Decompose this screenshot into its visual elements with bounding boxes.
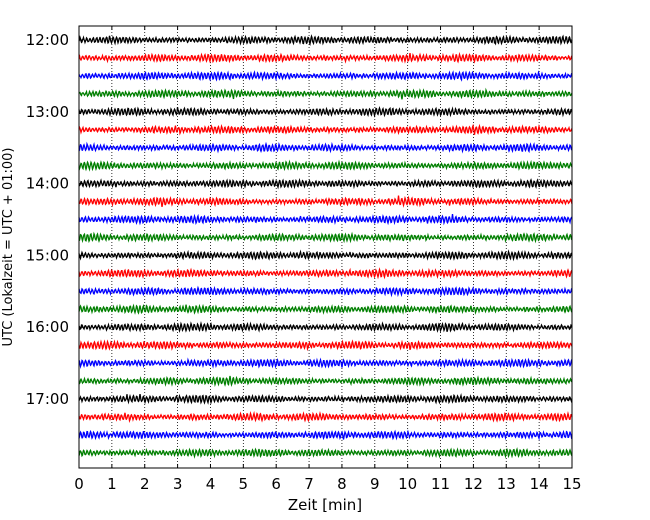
seismic-trace	[78, 213, 573, 226]
seismic-trace	[78, 393, 573, 405]
seismic-trace	[78, 429, 573, 441]
seismic-trace	[78, 159, 573, 172]
seismic-trace	[78, 357, 573, 369]
seismic-trace	[78, 106, 573, 118]
x-tick-label: 0	[74, 475, 84, 493]
x-tick-label: 11	[431, 475, 450, 493]
y-tick-label: 16:00	[26, 318, 69, 336]
plot-background	[79, 26, 572, 468]
seismic-trace	[78, 34, 573, 47]
seismic-trace	[78, 285, 573, 298]
x-tick-label: 10	[398, 475, 417, 493]
x-tick-label: 3	[173, 475, 183, 493]
y-axis-label: UTC (Lokalzeit = UTC + 01:00)	[1, 148, 16, 347]
seismic-trace	[78, 375, 573, 388]
y-tick-label: 12:00	[26, 31, 69, 49]
seismic-trace	[78, 231, 573, 244]
seismic-trace	[78, 447, 573, 459]
y-axis-ticks: 12:00 13:00 14:00 15:00 16:00 17:00	[26, 31, 572, 408]
x-tick-label: 4	[206, 475, 216, 493]
x-tick-label: 5	[239, 475, 249, 493]
x-tick-label: 1	[107, 475, 117, 493]
seismic-trace	[78, 410, 573, 423]
seismic-trace	[78, 123, 573, 136]
seismic-trace	[78, 51, 573, 64]
x-tick-label: 12	[464, 475, 483, 493]
seismic-traces	[78, 34, 573, 459]
seismic-trace	[78, 303, 573, 315]
seismic-trace	[78, 70, 573, 82]
y-tick-label: 15:00	[26, 246, 69, 264]
x-tick-label: 9	[370, 475, 380, 493]
seismic-trace	[78, 177, 573, 190]
y-tick-label: 14:00	[26, 175, 69, 193]
x-tick-label: 6	[271, 475, 281, 493]
plot-frame	[78, 25, 573, 469]
x-axis-label: Zeit [min]	[288, 496, 362, 514]
seismic-trace	[78, 87, 573, 100]
seismic-trace	[78, 249, 573, 262]
seismic-trace	[78, 320, 573, 333]
y-tick-label: 13:00	[26, 103, 69, 121]
x-tick-label: 7	[304, 475, 314, 493]
x-tick-label: 15	[562, 475, 581, 493]
seismic-trace	[78, 267, 573, 280]
x-tick-label: 14	[530, 475, 549, 493]
seismic-trace	[78, 141, 573, 154]
x-axis-ticks: 0 1 2 3 4 5 6 7 8 9 10 11 12 13 14 15	[74, 26, 582, 493]
x-tick-label: 2	[140, 475, 150, 493]
x-tick-label: 13	[497, 475, 516, 493]
seismic-trace	[78, 195, 573, 208]
x-tick-label: 8	[337, 475, 347, 493]
y-tick-label: 17:00	[26, 390, 69, 408]
seismic-trace	[78, 339, 573, 352]
